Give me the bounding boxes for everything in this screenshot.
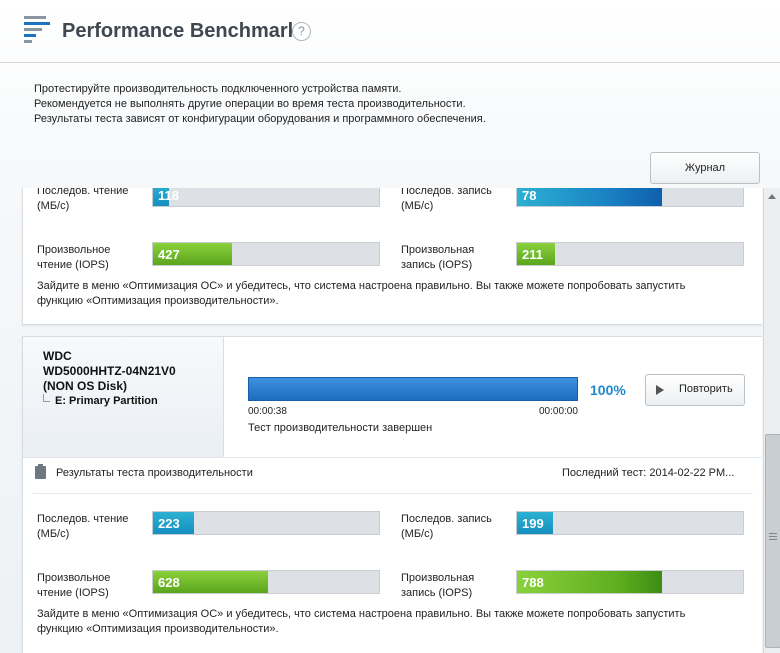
seq-write-fill bbox=[517, 188, 662, 206]
rand-write-value: 788 bbox=[522, 575, 544, 590]
rand-read-fill bbox=[153, 571, 268, 593]
test-progress-bar bbox=[248, 377, 578, 401]
remaining-time: 00:00:00 bbox=[539, 406, 578, 417]
help-icon[interactable]: ? bbox=[292, 22, 311, 41]
rand-read-value: 628 bbox=[158, 575, 180, 590]
seq-read-label: Последов. чтение (МБ/с) bbox=[37, 188, 129, 212]
description: Протестируйте производительность подключ… bbox=[34, 82, 486, 127]
seq-write-value: 199 bbox=[522, 516, 544, 531]
last-test-timestamp: Последний тест: 2014-02-22 PM... bbox=[562, 467, 735, 479]
elapsed-time: 00:00:38 bbox=[248, 406, 287, 417]
optimization-note: Зайдите в меню «Оптимизация ОС» и убедит… bbox=[37, 280, 686, 307]
seq-read-bar: 223 bbox=[152, 511, 380, 535]
progress-percent: 100% bbox=[590, 382, 626, 398]
description-line: Рекомендуется не выполнять другие операц… bbox=[34, 98, 466, 110]
scrollbar-thumb[interactable] bbox=[765, 434, 780, 648]
device-panel: WDC WD5000HHTZ-04N21V0 (NON OS Disk) E: … bbox=[23, 337, 224, 457]
seq-read-fill bbox=[153, 512, 194, 534]
play-icon bbox=[656, 385, 664, 395]
tree-branch-icon bbox=[43, 394, 50, 402]
optimization-note: Зайдите в меню «Оптимизация ОС» и убедит… bbox=[37, 608, 686, 635]
rand-write-label: Произвольная запись (IOPS) bbox=[401, 572, 475, 599]
results-scroll-area: Последов. чтение (МБ/с) 118 Последов. зап… bbox=[0, 188, 762, 653]
rand-read-value: 427 bbox=[158, 247, 180, 262]
seq-read-value: 223 bbox=[158, 516, 180, 531]
seq-write-value: 78 bbox=[522, 188, 537, 203]
clipboard-icon bbox=[35, 464, 46, 479]
rand-read-bar: 628 bbox=[152, 570, 380, 594]
device-card-2: WDC WD5000HHTZ-04N21V0 (NON OS Disk) E: … bbox=[22, 336, 762, 653]
seq-write-label: Последов. запись (МБ/с) bbox=[401, 188, 492, 212]
seq-write-bar: 199 bbox=[516, 511, 744, 535]
rand-write-value: 211 bbox=[522, 247, 543, 262]
results-title: Результаты теста производительности bbox=[56, 467, 253, 479]
rand-read-label: Произвольное чтение (IOPS) bbox=[37, 572, 111, 599]
seq-read-fill bbox=[153, 188, 169, 206]
header: Performance Benchmark ? bbox=[0, 0, 780, 63]
rand-write-fill bbox=[517, 243, 555, 265]
journal-button[interactable]: Журнал bbox=[650, 152, 760, 184]
description-line: Протестируйте производительность подключ… bbox=[34, 83, 402, 95]
divider bbox=[33, 493, 753, 494]
device-name: WDC WD5000HHTZ-04N21V0 (NON OS Disk) bbox=[43, 349, 176, 393]
rand-write-bar: 788 bbox=[516, 570, 744, 594]
partition-label: E: Primary Partition bbox=[43, 394, 158, 407]
results-header: Результаты теста производительности Посл… bbox=[23, 457, 762, 488]
device-card-1: Последов. чтение (МБ/с) 118 Последов. зап… bbox=[22, 188, 762, 325]
rand-write-label: Произвольная запись (IOPS) bbox=[401, 244, 475, 271]
seq-write-fill bbox=[517, 512, 553, 534]
seq-read-label: Последов. чтение (МБ/с) bbox=[37, 513, 129, 540]
seq-write-label: Последов. запись (МБ/с) bbox=[401, 513, 492, 540]
seq-read-value: 118 bbox=[158, 188, 179, 203]
rand-read-fill bbox=[153, 243, 232, 265]
rand-write-bar: 211 bbox=[516, 242, 744, 266]
rand-read-bar: 427 bbox=[152, 242, 380, 266]
seq-read-bar: 118 bbox=[152, 188, 380, 207]
scroll-up-arrow-icon[interactable] bbox=[768, 194, 776, 199]
rand-write-fill bbox=[517, 571, 662, 593]
test-status: Тест производительности завершен bbox=[248, 422, 433, 434]
page-title: Performance Benchmark bbox=[62, 20, 299, 42]
description-line: Результаты теста зависят от конфигурации… bbox=[34, 113, 486, 125]
rand-read-label: Произвольное чтение (IOPS) bbox=[37, 244, 111, 271]
vertical-scrollbar[interactable] bbox=[763, 188, 780, 653]
seq-write-bar: 78 bbox=[516, 188, 744, 207]
app-logo-icon bbox=[24, 16, 54, 44]
repeat-button[interactable]: Повторить bbox=[645, 374, 745, 406]
